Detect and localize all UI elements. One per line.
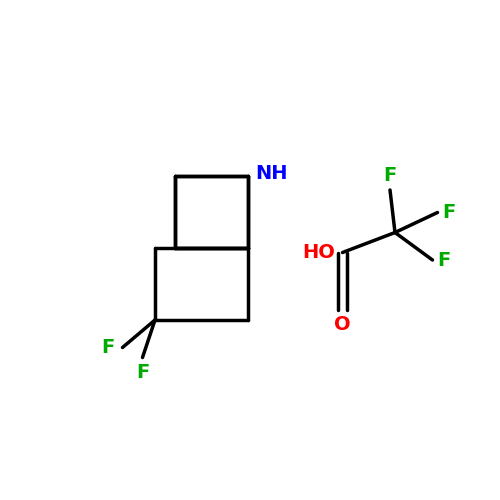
Text: HO: HO: [302, 243, 335, 262]
Text: F: F: [384, 166, 396, 185]
Text: F: F: [102, 338, 115, 357]
Text: F: F: [136, 362, 149, 382]
Text: F: F: [438, 250, 451, 270]
Text: F: F: [442, 203, 456, 222]
Text: O: O: [334, 315, 351, 334]
Text: NH: NH: [256, 164, 288, 183]
